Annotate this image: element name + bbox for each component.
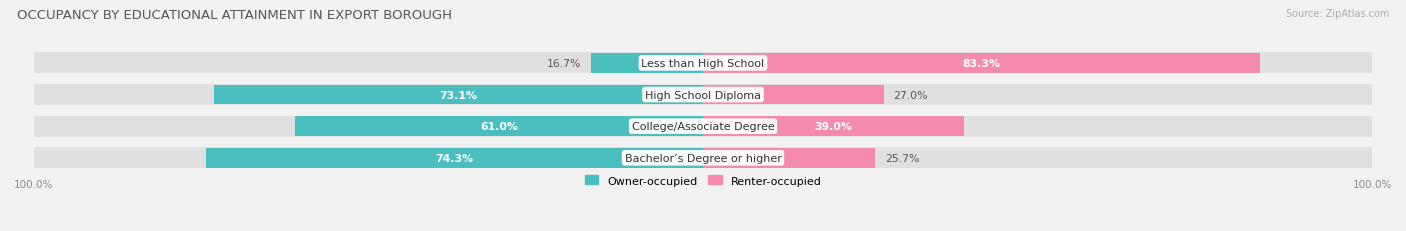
Text: 16.7%: 16.7% xyxy=(547,59,581,69)
Text: 74.3%: 74.3% xyxy=(436,153,474,163)
Bar xyxy=(34,53,703,74)
Text: 25.7%: 25.7% xyxy=(884,153,920,163)
Bar xyxy=(703,85,1372,106)
Bar xyxy=(34,116,703,137)
Bar xyxy=(703,117,965,136)
Text: 83.3%: 83.3% xyxy=(963,59,1001,69)
Bar xyxy=(703,85,883,105)
Bar xyxy=(703,53,1372,74)
Bar xyxy=(34,85,703,106)
Text: 61.0%: 61.0% xyxy=(479,122,517,132)
Bar xyxy=(703,148,875,168)
Text: 73.1%: 73.1% xyxy=(440,90,478,100)
Text: Bachelor’s Degree or higher: Bachelor’s Degree or higher xyxy=(624,153,782,163)
Text: Source: ZipAtlas.com: Source: ZipAtlas.com xyxy=(1285,9,1389,19)
Bar xyxy=(295,117,703,136)
Bar xyxy=(592,54,703,73)
Text: 39.0%: 39.0% xyxy=(814,122,852,132)
Bar xyxy=(207,148,703,168)
Text: 100.0%: 100.0% xyxy=(14,179,53,189)
Text: High School Diploma: High School Diploma xyxy=(645,90,761,100)
Bar xyxy=(214,85,703,105)
Text: 27.0%: 27.0% xyxy=(894,90,928,100)
Legend: Owner-occupied, Renter-occupied: Owner-occupied, Renter-occupied xyxy=(585,175,821,186)
Bar xyxy=(703,148,1372,169)
Text: 100.0%: 100.0% xyxy=(1353,179,1392,189)
Text: College/Associate Degree: College/Associate Degree xyxy=(631,122,775,132)
Bar xyxy=(703,116,1372,137)
Bar xyxy=(34,148,703,169)
Text: Less than High School: Less than High School xyxy=(641,59,765,69)
Text: OCCUPANCY BY EDUCATIONAL ATTAINMENT IN EXPORT BOROUGH: OCCUPANCY BY EDUCATIONAL ATTAINMENT IN E… xyxy=(17,9,451,22)
Bar xyxy=(703,54,1260,73)
